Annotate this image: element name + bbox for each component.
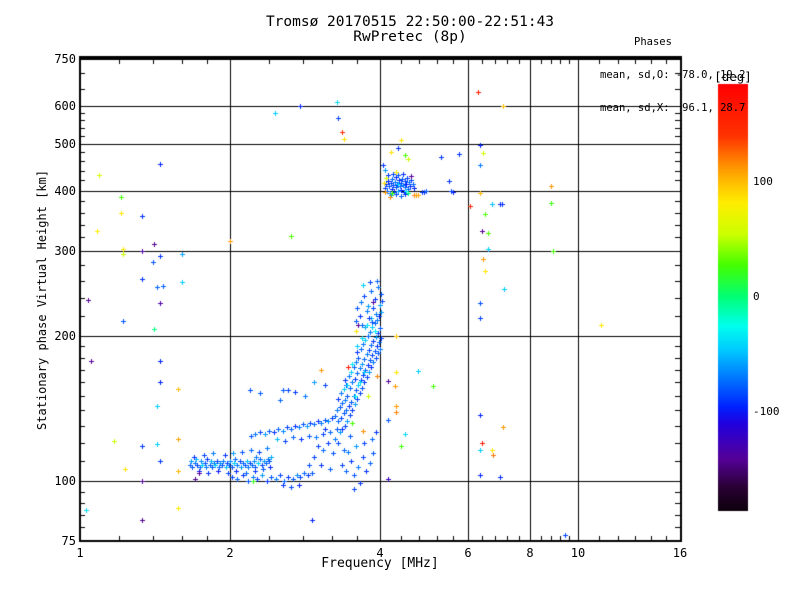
colorbar-tick-label: 0	[753, 290, 760, 303]
colorbar-tick-label: -100	[753, 405, 780, 418]
y-tick-label: 600	[54, 99, 76, 113]
x-tick-label: 16	[672, 546, 688, 560]
x-axis-label: Frequency [MHz]	[321, 556, 439, 571]
colorbar-tick-label: 100	[753, 175, 773, 188]
phase-stats-block: Phases mean, sd,O: -78.0, 19.2 mean, sd,…	[600, 15, 745, 136]
phase-stats-title: Phases	[634, 36, 672, 48]
y-axis-label: Stationary phase Virtual Height [km]	[35, 169, 49, 431]
plot-title: Tromsø 20170515 22:50:00-22:51:43	[265, 14, 555, 30]
y-tick-label: 750	[54, 52, 76, 66]
x-tick-label: 6	[464, 546, 472, 560]
x-tick-label: 10	[570, 546, 586, 560]
colorbar-unit-label: [deg]	[714, 69, 752, 84]
plot-subtitle: RwPretec (8p)	[353, 29, 467, 45]
x-tick-label: 4	[376, 546, 384, 560]
y-tick-label: 75	[61, 534, 76, 548]
phase-stats-x-mode: mean, sd,X: 96.1, 28.7	[600, 102, 746, 114]
x-tick-label: 1	[76, 546, 84, 560]
phase-stats-o-mode: mean, sd,O: -78.0, 19.2	[600, 69, 746, 81]
x-tick-label: 8	[526, 546, 534, 560]
y-tick-label: 400	[54, 184, 76, 198]
y-tick-label: 300	[54, 244, 76, 258]
y-tick-label: 500	[54, 137, 76, 151]
x-tick-label: 2	[226, 546, 234, 560]
y-tick-label: 100	[54, 474, 76, 488]
y-tick-label: 200	[54, 329, 76, 343]
